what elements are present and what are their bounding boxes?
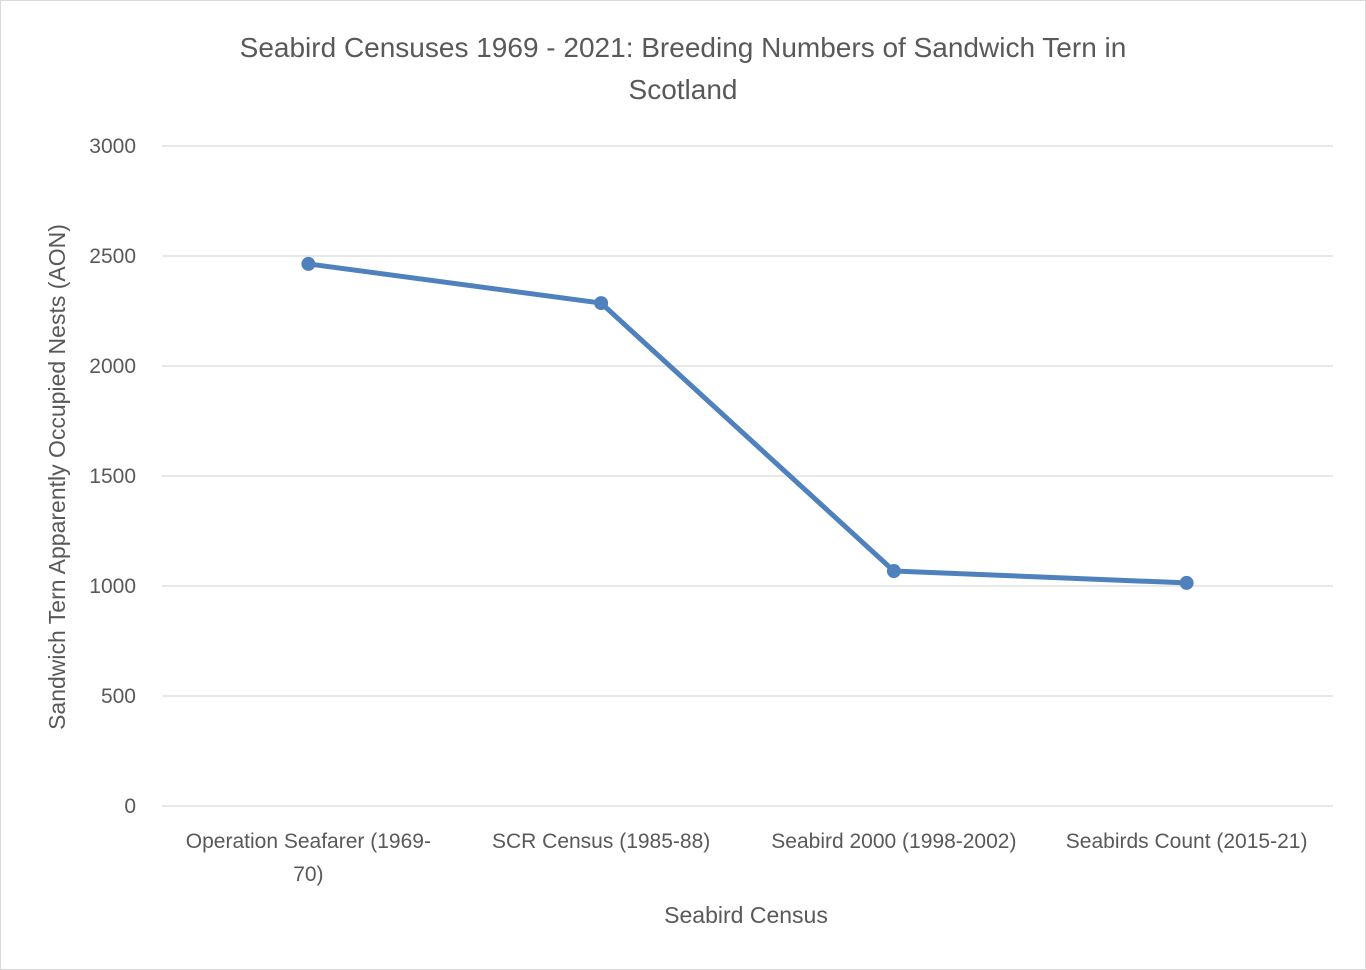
- y-tick-label: 0: [124, 795, 136, 818]
- y-axis-title: Sandwich Tern Apparently Occupied Nests …: [44, 224, 70, 730]
- chart-title-line-2: Scotland: [629, 74, 738, 105]
- y-tick-label: 2000: [89, 355, 136, 378]
- chart-title: Seabird Censuses 1969 - 2021: Breeding N…: [240, 32, 1127, 105]
- x-tick-label: Operation Seafarer (1969-: [186, 830, 431, 853]
- y-tick-label: 500: [101, 685, 136, 708]
- data-point: [594, 296, 609, 311]
- x-axis-tick-labels: Operation Seafarer (1969- 70) SCR Census (…: [186, 830, 1308, 886]
- chart-title-line-1: Seabird Censuses 1969 - 2021: Breeding N…: [240, 32, 1127, 63]
- x-tick-label: 70): [293, 863, 323, 886]
- x-axis-title: Seabird Census: [664, 902, 828, 928]
- series-line: [305, 261, 1190, 586]
- y-tick-label: 1000: [89, 575, 136, 598]
- x-tick-label: SCR Census (1985-88): [492, 830, 710, 853]
- y-axis-tick-labels: 0 500 1000 1500 2000 2500 3000: [89, 135, 136, 818]
- data-point: [1179, 575, 1194, 590]
- y-tick-label: 2500: [89, 245, 136, 268]
- x-tick-label: Seabirds Count (2015-21): [1066, 830, 1308, 853]
- series: [301, 256, 1194, 590]
- x-tick-label: Seabird 2000 (1998-2002): [771, 830, 1016, 853]
- y-tick-label: 1500: [89, 465, 136, 488]
- y-tick-label: 3000: [89, 135, 136, 158]
- data-point: [301, 256, 316, 271]
- gridlines: [162, 145, 1333, 807]
- data-point: [886, 564, 901, 579]
